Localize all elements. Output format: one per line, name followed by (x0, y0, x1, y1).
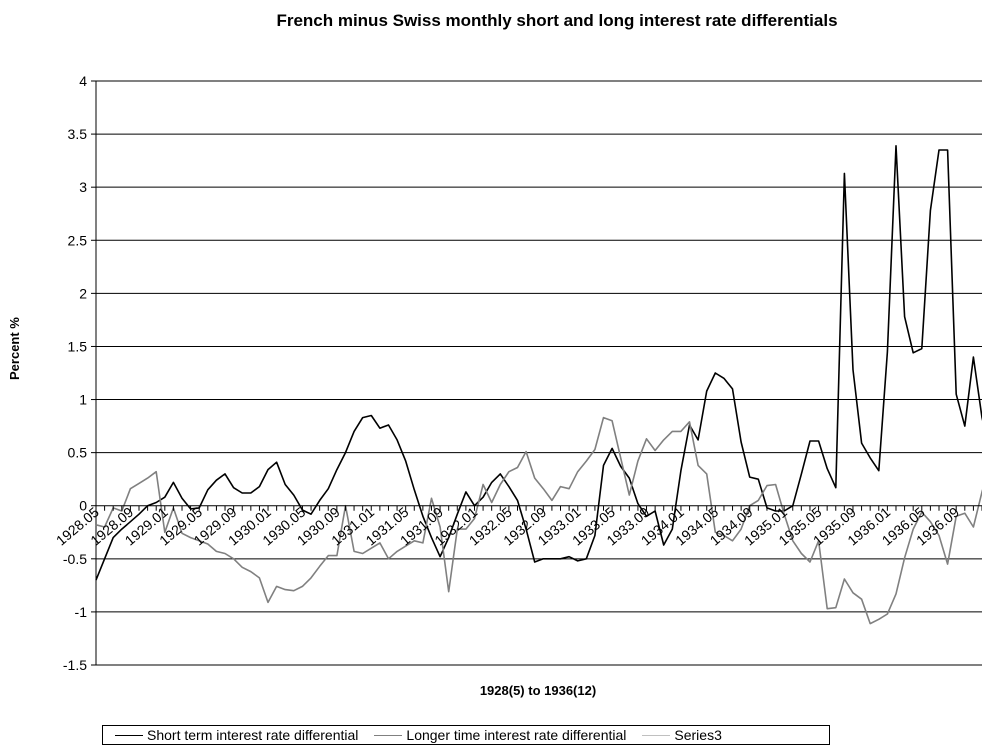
chart-title: French minus Swiss monthly short and lon… (276, 11, 838, 30)
y-tick-label: -0.5 (63, 551, 87, 567)
y-tick-label: 0 (79, 498, 87, 514)
y-tick-label: 0.5 (68, 445, 88, 461)
y-tick-label: 1 (79, 392, 87, 408)
legend-item-short-term: Short term interest rate differential (115, 727, 358, 743)
y-tick-label: -1.5 (63, 657, 87, 673)
x-axis: 1928.051928.091929.011929.051929.091930.… (53, 504, 982, 549)
legend-label-longer-time: Longer time interest rate differential (406, 727, 627, 743)
y-tick-label: 2.5 (68, 232, 88, 248)
y-tick-label: 3 (79, 179, 87, 195)
legend-item-longer-time: Longer time interest rate differential (374, 727, 626, 743)
x-axis-label: 1928(5) to 1936(12) (479, 683, 597, 698)
y-tick-label: 4 (79, 73, 87, 89)
gridlines (96, 80, 982, 666)
series-line-1 (95, 145, 982, 581)
legend-swatch-longer-time (374, 734, 403, 736)
y-tick-label: -1 (75, 604, 88, 620)
legend-item-series3: Series3 (642, 727, 722, 743)
y-tick-label: 1.5 (68, 338, 88, 354)
legend-label-series3: Series3 (674, 727, 722, 743)
legend-label-short-term: Short term interest rate differential (147, 727, 359, 743)
y-tick-label: 3.5 (68, 126, 88, 142)
y-tick-label: 2 (79, 285, 87, 301)
legend-swatch-short-term (115, 734, 143, 736)
legend-swatch-series3 (642, 734, 671, 736)
legend: Short term interest rate differential Lo… (102, 725, 830, 745)
y-axis-label: Percent % (7, 317, 22, 380)
series-line-2 (95, 416, 982, 625)
y-axis: -1.5 -1 -0.5 0 0.5 1 1.5 2 2.5 3 3.5 4 (63, 73, 97, 673)
series-lines (95, 145, 982, 625)
